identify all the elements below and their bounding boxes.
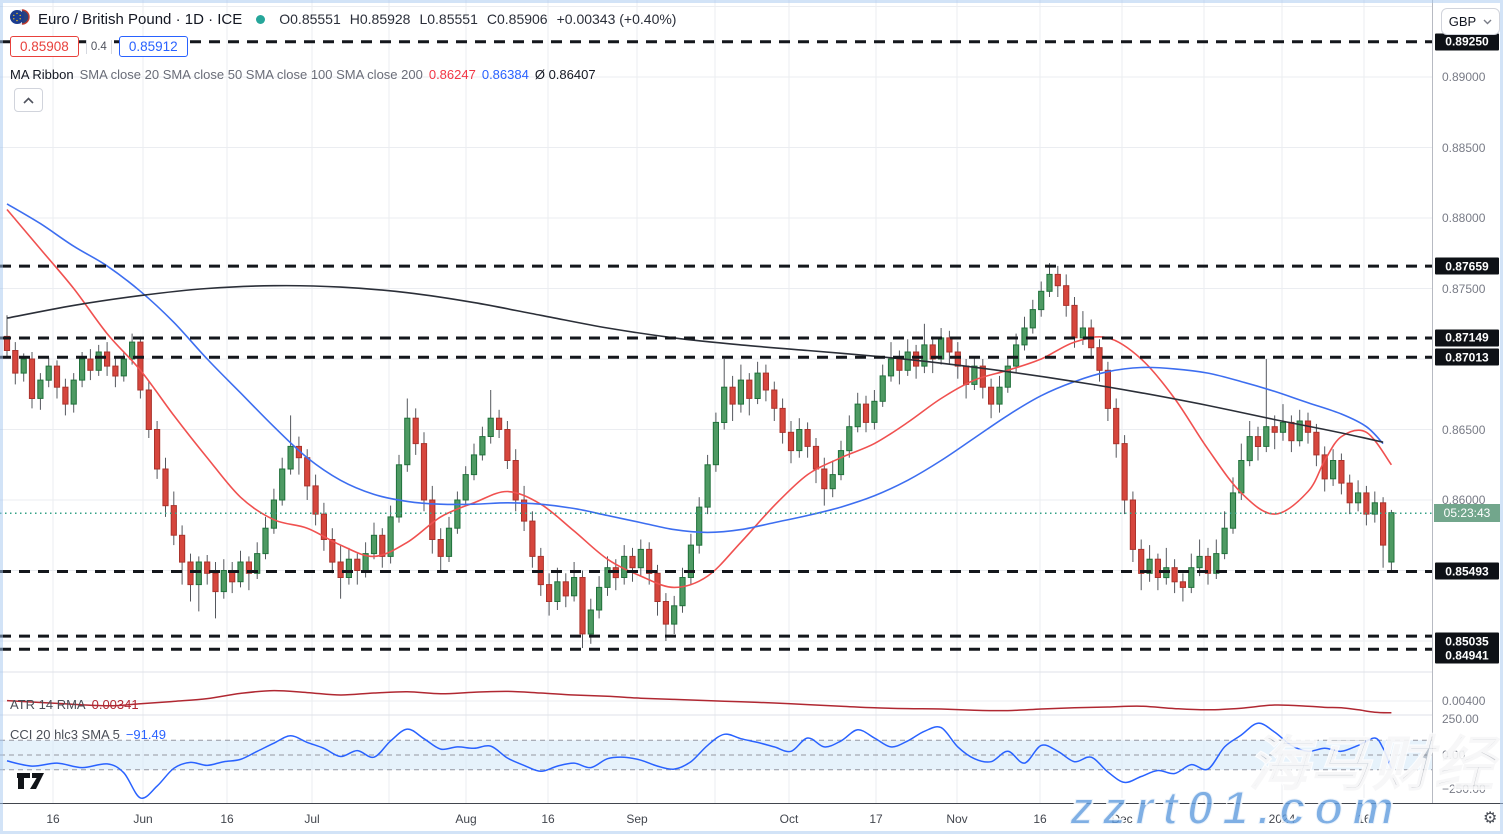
time-tick-label: Aug (455, 812, 477, 826)
atr-value: 0.00341 (91, 697, 139, 712)
price-axis-label: 0.88500 (1442, 140, 1486, 155)
atr-pane-legend: ATR 14 RMA 0.00341 (10, 697, 139, 712)
price-level-label: 0.85493 (1435, 562, 1499, 580)
ma-average-value: Ø 0.86407 (534, 67, 596, 82)
currency-pair-icon (10, 8, 30, 30)
price-axis[interactable]: 0.89000 0.88500 0.88000 0.87500 0.86500 0.860… (1432, 0, 1503, 803)
tradingview-logo[interactable] (16, 771, 46, 796)
price-axis-label: 0.88000 (1442, 211, 1486, 225)
atr-axis-label: 0.00400 (1442, 694, 1486, 708)
chevron-up-icon (23, 96, 34, 104)
time-tick-label: Sep (626, 812, 648, 826)
watermark-cn: 海马财经 (1247, 730, 1496, 799)
ma-ribbon-name: MA Ribbon (10, 67, 74, 82)
time-tick-label: 16 (1033, 812, 1047, 826)
price-level-label: 0.85035 (1435, 632, 1499, 650)
open-value: O0.85551 (279, 11, 341, 27)
currency-label: GBP (1448, 14, 1477, 29)
chevron-down-icon (1483, 19, 1492, 24)
time-tick-label: Oct (779, 812, 799, 826)
price-level-label: 0.84941 (1435, 646, 1499, 664)
price-axis-label: 0.86500 (1442, 422, 1486, 437)
price-axis-label: 0.89000 (1442, 70, 1486, 84)
sell-button[interactable]: 0.85908 (10, 36, 79, 57)
time-tick-label: 16 (1357, 812, 1371, 826)
time-tick-label: Jul (304, 812, 320, 826)
currency-dropdown[interactable]: GBP (1441, 8, 1500, 35)
trade-buttons: 0.85908 0.4 0.85912 (10, 36, 188, 57)
price-level-label: 0.87013 (1435, 348, 1499, 366)
market-status-dot[interactable] (256, 14, 266, 24)
price-level-label: 0.87659 (1435, 257, 1499, 275)
close-value: C0.85906 (486, 11, 548, 27)
ohlc-values: O0.85551 H0.85928 L0.85551 C0.85906 +0.0… (279, 11, 676, 27)
change-value: +0.00343 (+0.40%) (556, 11, 677, 27)
price-axis-label: 0.86000 (1442, 493, 1486, 507)
ma-ribbon-legend: MA Ribbon SMA close 20 SMA close 50 SMA … (10, 67, 596, 82)
spread-value: 0.4 (85, 39, 112, 54)
time-tick-label: Jun (133, 812, 153, 826)
cci-value: −91.49 (125, 727, 166, 742)
symbol-title[interactable]: Euro / British Pound · 1D · ICE (38, 10, 243, 28)
time-tick-label: Dec (1111, 812, 1133, 826)
cci-axis-label: 0.00 (1442, 748, 1466, 762)
time-tick-label: 16 (220, 812, 234, 826)
bar-countdown-label: 05:23:43 (1434, 504, 1500, 523)
time-tick-label: Nov (946, 812, 968, 826)
time-axis[interactable]: 16 Jun 16 Jul Aug 16 Sep Oct 17 Nov 16 Dec 2024 16 (0, 803, 1503, 835)
cci-axis-label: −250.00 (1442, 782, 1486, 796)
watermark-url: zzrt01.com (1069, 780, 1403, 835)
cci-axis-label: 250.00 (1442, 712, 1479, 726)
atr-label: ATR 14 RMA (10, 697, 86, 712)
high-value: H0.85928 (349, 11, 411, 27)
ma-value-1: 0.86247 (428, 67, 476, 82)
price-level-label: 0.89250 (1435, 33, 1499, 51)
cci-pane-legend: CCI 20 hlc3 SMA 5 −91.49 (10, 727, 166, 742)
low-value: L0.85551 (419, 11, 478, 27)
time-tick-label: 2024 (1268, 812, 1296, 826)
gear-icon[interactable]: ⚙ (1483, 810, 1498, 827)
symbol-legend: Euro / British Pound · 1D · ICE O0.85551… (10, 8, 676, 30)
price-axis-label: 0.87500 (1442, 281, 1486, 296)
time-tick-label: 17 (869, 812, 883, 826)
buy-button[interactable]: 0.85912 (118, 36, 188, 57)
cci-label: CCI 20 hlc3 SMA 5 (10, 727, 120, 742)
ma-ribbon-params: SMA close 20 SMA close 50 SMA close 100 … (79, 67, 423, 82)
price-level-label: 0.87149 (1435, 329, 1499, 347)
collapse-indicators-button[interactable] (14, 88, 43, 112)
time-tick-label: 16 (541, 812, 555, 826)
time-tick-label: 16 (46, 812, 60, 826)
ma-value-2: 0.86384 (481, 67, 529, 82)
